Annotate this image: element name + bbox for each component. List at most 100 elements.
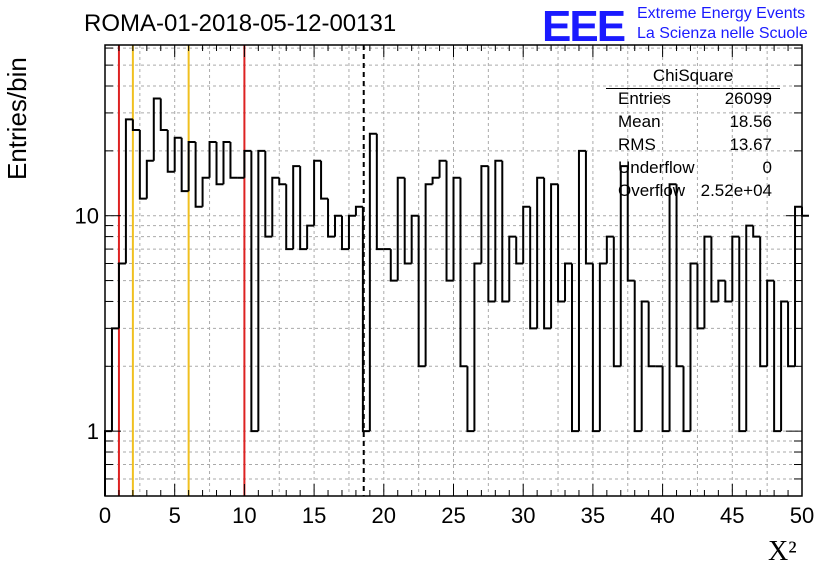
histogram-bin	[354, 205, 363, 216]
histogram-bin	[577, 149, 586, 432]
histogram-bin	[257, 149, 266, 432]
histogram-bin	[410, 214, 419, 264]
histogram-bin	[647, 301, 656, 368]
histogram-bin	[285, 184, 294, 251]
histogram-bin	[424, 183, 433, 367]
histogram-bin	[131, 119, 140, 131]
histogram-bin	[501, 160, 510, 303]
histogram-bin	[529, 206, 538, 330]
stats-key: Entries	[618, 89, 671, 108]
histogram-bin	[299, 166, 308, 251]
histogram-bin	[494, 159, 503, 302]
histogram-bin	[327, 198, 336, 238]
histogram-bin	[515, 236, 524, 265]
histogram-bin	[368, 132, 377, 432]
histogram-bin	[717, 279, 726, 302]
x-tick-label: 10	[232, 503, 256, 528]
histogram-bin	[473, 262, 482, 432]
histogram-bin	[612, 236, 621, 368]
y-tick-label: 1	[87, 419, 99, 444]
x-tick-label: 20	[372, 503, 396, 528]
histogram-bin	[180, 137, 189, 193]
histogram-bin	[780, 300, 789, 432]
histogram-bin	[396, 176, 405, 281]
histogram-bin	[633, 280, 642, 433]
histogram-bin	[570, 263, 579, 433]
histogram-bin	[459, 177, 468, 368]
histogram-bin	[138, 129, 147, 200]
histogram-bin	[787, 301, 796, 368]
histogram-bin	[759, 236, 768, 368]
histogram-bin	[334, 214, 342, 237]
x-tick-label: 35	[581, 503, 605, 528]
histogram-bin	[159, 98, 168, 131]
histogram-bin	[320, 160, 329, 200]
stats-value: 18.56	[729, 112, 772, 131]
stats-key: Mean	[618, 112, 661, 131]
histogram-bin	[619, 165, 628, 367]
histogram-bin	[229, 141, 238, 179]
histogram-bin	[543, 177, 552, 330]
histogram-bin	[480, 165, 489, 264]
histogram-bin	[794, 205, 802, 367]
histogram-bin	[668, 183, 677, 432]
histogram-bin	[487, 166, 496, 303]
x-tick-label: 45	[720, 503, 744, 528]
histogram-bin	[208, 140, 217, 178]
histogram-bin	[292, 165, 301, 250]
histogram-bin	[598, 262, 607, 432]
logo-line1: Extreme Energy Events	[637, 5, 806, 22]
histogram-bin	[661, 366, 670, 433]
histogram-bin	[278, 177, 287, 186]
y-axis-label: Entries/bin	[2, 57, 32, 180]
y-tick-label: 10	[75, 204, 99, 229]
histogram-bin	[271, 176, 280, 237]
histogram-bin	[361, 206, 370, 433]
histogram-bin	[682, 366, 691, 433]
histogram-bin	[522, 205, 531, 264]
x-axis-label: X²	[768, 536, 797, 567]
stats-row-entries: Entries 26099	[606, 89, 780, 112]
stats-title: ChiSquare	[606, 66, 780, 89]
histogram-bin	[696, 263, 705, 330]
histogram-bin	[773, 280, 782, 433]
histogram-bin	[110, 327, 119, 432]
histogram-bin	[710, 236, 719, 303]
histogram-bin	[117, 262, 126, 329]
histogram-bin	[766, 279, 775, 367]
x-tick-label: 40	[650, 503, 674, 528]
x-tick-label: 30	[511, 503, 535, 528]
x-tick-label: 0	[99, 503, 111, 528]
histogram-bin	[243, 149, 252, 178]
histogram-bin	[173, 136, 182, 172]
histogram-bin	[564, 262, 572, 302]
histogram-bin	[557, 184, 566, 303]
stats-row-rms: RMS 13.67	[606, 135, 780, 158]
stats-value: 2.52e+04	[700, 181, 772, 200]
histogram-bin	[438, 159, 447, 178]
histogram-bin	[340, 215, 349, 251]
histogram-bin	[738, 236, 747, 433]
histogram-bin	[445, 160, 454, 282]
histogram-bin	[626, 166, 635, 282]
histogram-bin	[389, 249, 398, 282]
histogram-bin	[187, 140, 196, 192]
histogram-bin	[145, 159, 154, 199]
histogram-bin	[703, 235, 712, 329]
stats-key: Underflow	[618, 158, 695, 177]
histogram-bin	[264, 150, 273, 238]
stats-key: RMS	[618, 135, 656, 154]
stats-value: 0	[762, 158, 772, 177]
histogram-bin	[731, 235, 740, 302]
stats-row-overflow: Overflow 2.52e+04	[606, 181, 780, 204]
histogram-bin	[466, 366, 475, 433]
histogram-bin	[347, 214, 356, 250]
stats-value: 26099	[724, 89, 772, 108]
histogram-bin	[689, 262, 698, 432]
histogram-bin	[222, 140, 231, 185]
histogram-bin	[250, 150, 259, 433]
x-tick-label: 50	[790, 503, 814, 528]
histogram-bin	[201, 176, 210, 207]
stats-box: ChiSquare Entries 26099 Mean 18.56 RMS 13.6…	[606, 66, 780, 204]
